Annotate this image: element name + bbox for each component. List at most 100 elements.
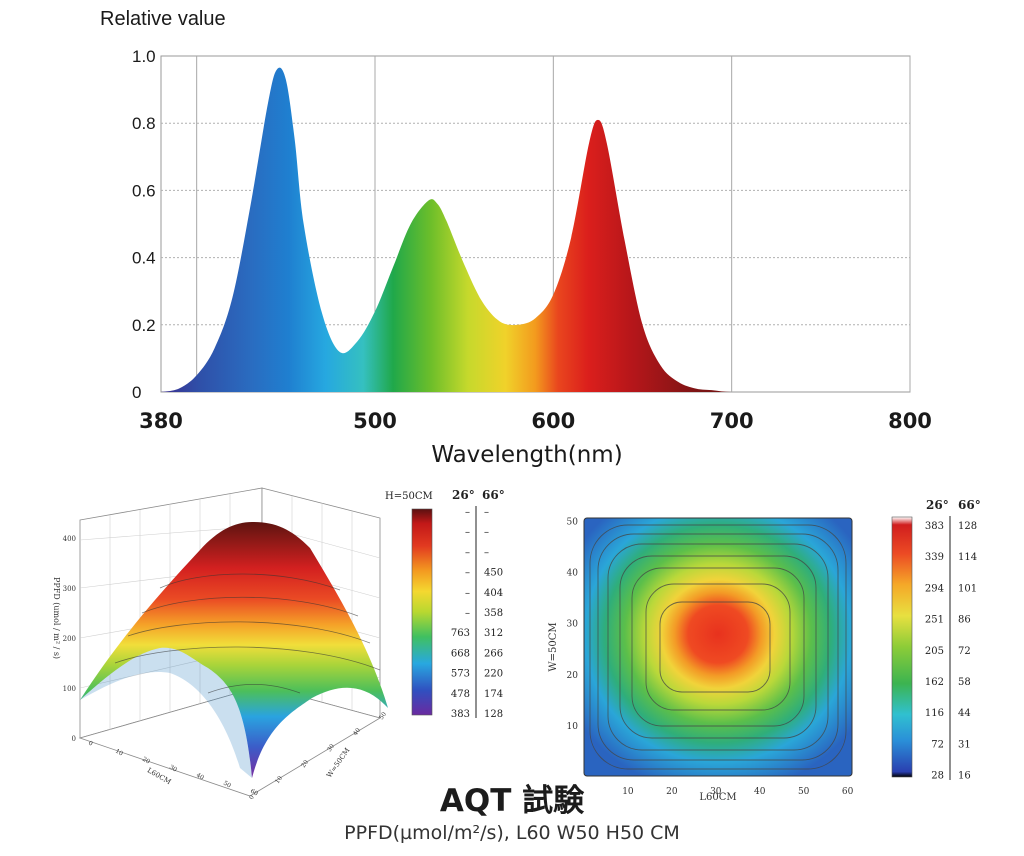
y-tick-label-0: 10 <box>567 722 579 732</box>
surface-front-shadow <box>80 647 252 778</box>
x-tick-label-4: 800 <box>888 409 932 433</box>
legend-col1-value-9: 478 <box>451 689 470 700</box>
contour-lines <box>589 524 847 770</box>
x-tick-label-2: 20 <box>141 756 151 766</box>
y-tick-label-4: 40 <box>352 727 362 737</box>
legend-col2-value-8: 16 <box>958 771 971 782</box>
legend-col2-value-9: 174 <box>484 689 503 700</box>
legend-col2-value-5: 58 <box>958 677 971 688</box>
z-tick-label-3: 300 <box>63 585 76 593</box>
legend-col1-value-1: – <box>465 527 470 538</box>
x-tick-label-1: 20 <box>666 787 678 797</box>
legend-col1-value-10: 383 <box>451 709 470 720</box>
legend-col2-value-8: 220 <box>484 669 503 680</box>
x-tick-label-0: 10 <box>622 787 634 797</box>
y-tick-label-3: 30 <box>326 743 336 753</box>
spectrum-series-area <box>161 67 910 392</box>
legend-col2-value-7: 266 <box>484 648 503 659</box>
legend-colorbar <box>891 516 913 778</box>
x-tick-label-4: 50 <box>798 787 810 797</box>
y-tick-label-1: 20 <box>567 671 579 681</box>
legend-colorbar <box>411 508 433 716</box>
z-tick-label-4: 400 <box>63 535 76 543</box>
y-tick-label-3: 0.6 <box>132 181 156 200</box>
y-tick-label-5: 50 <box>378 711 388 721</box>
legend-title: H=50CM <box>385 491 433 502</box>
legend-col2-value-10: 128 <box>484 709 503 720</box>
footer-subtitle: PPFD(µmol/m²/s), L60 W50 H50 CM <box>344 822 680 844</box>
z-tick-label-2: 200 <box>63 635 76 643</box>
x-tick-label-3: 30 <box>168 764 178 774</box>
y-tick-label-2: 20 <box>300 759 310 769</box>
y-tick-label-0: 0 <box>248 794 256 801</box>
legend-col1-value-1: 339 <box>925 552 944 563</box>
legend-col2-value-5: 358 <box>484 608 503 619</box>
legend-col2-value-7: 31 <box>958 739 971 750</box>
legend-col2-value-4: 72 <box>958 646 971 657</box>
legend-col2-value-4: 404 <box>484 588 503 599</box>
y-axis-title: Relative value <box>100 8 226 30</box>
legend-col1-value-8: 573 <box>451 669 470 680</box>
x-tick-labels: 0 10 20 30 40 50 60 <box>87 740 259 798</box>
y-tick-labels: 0 10 20 30 40 50 <box>248 711 388 801</box>
x-tick-labels: 380 500 600 700 800 <box>139 409 932 433</box>
x-tick-label-3: 40 <box>754 787 766 797</box>
legend-values: – – – – – – – 450 – 404 – 358 763 312 668 266 573 220 478 1… <box>451 507 503 720</box>
y-tick-label-1: 10 <box>274 775 284 785</box>
legend-col1-value-7: 72 <box>931 739 944 750</box>
x-tick-label-4: 40 <box>195 772 205 782</box>
x-tick-label-1: 500 <box>353 409 397 433</box>
floor <box>78 685 382 797</box>
legend-col1-value-2: – <box>465 547 470 558</box>
legend-col2-header: 66° <box>482 488 505 502</box>
legend-col1-header: 26° <box>452 488 475 502</box>
y-tick-label-3: 40 <box>567 569 579 579</box>
legend-col2-value-3: 86 <box>958 615 971 626</box>
legend-col1-value-5: 162 <box>925 677 944 688</box>
x-tick-label-1: 10 <box>114 748 124 758</box>
spectrum-chart: Relative value 0 0.2 0.4 0.6 0.8 1.0 380 500 60… <box>100 8 932 468</box>
x-tick-label-2: 600 <box>531 409 575 433</box>
y-tick-labels: 10 20 30 40 50 <box>567 518 579 732</box>
x-tick-labels: 10 20 30 40 50 60 <box>622 787 853 797</box>
legend-col2-value-2: 101 <box>958 583 977 594</box>
surface-contours <box>114 573 381 694</box>
x-tick-label-5: 60 <box>842 787 854 797</box>
y-tick-label-5: 1.0 <box>132 47 156 66</box>
legend-col1-value-0: – <box>465 507 470 518</box>
legend-col1-value-7: 668 <box>451 648 470 659</box>
legend-col2-header: 66° <box>958 500 981 512</box>
y-tick-label-2: 0.4 <box>132 249 156 268</box>
x-tick-label-2: 30 <box>710 787 722 797</box>
y-tick-label-1: 0.2 <box>132 316 156 335</box>
legend-col1-value-3: – <box>465 568 470 579</box>
legend-col1-value-4: 205 <box>925 646 944 657</box>
x-tick-label-3: 700 <box>710 409 754 433</box>
x-tick-label-6: 60 <box>249 788 259 798</box>
z-axis-title: PPFD (umol / m² / s) <box>52 577 61 659</box>
legend-col2-value-1: 114 <box>958 552 977 563</box>
x-tick-label-5: 50 <box>222 780 232 790</box>
legend-col1-value-6: 763 <box>451 628 470 639</box>
z-tick-label-0: 0 <box>72 735 76 743</box>
legend-col1-header: 26° <box>926 500 949 512</box>
y-tick-labels: 0 0.2 0.4 0.6 0.8 1.0 <box>132 47 156 402</box>
z-tick-label-1: 100 <box>63 685 76 693</box>
legend-col2-value-1: – <box>484 527 489 538</box>
legend-col2-value-0: 128 <box>958 521 977 532</box>
legend-col1-value-8: 28 <box>931 771 944 782</box>
contour-chart: 10 20 30 40 50 60 10 20 30 40 50 L60CM W=50CM 26°… <box>548 500 981 800</box>
legend-col1-value-4: – <box>465 588 470 599</box>
surface-3d-chart: 0 100 200 300 400 PPFD (umol / m² / s) 0 10 20… <box>52 487 505 801</box>
y-tick-label-4: 0.8 <box>132 114 156 133</box>
legend-col2-value-6: 312 <box>484 628 503 639</box>
legend-col1-value-3: 251 <box>925 615 944 626</box>
legend-col1-value-6: 116 <box>925 708 944 719</box>
y-tick-label-2: 30 <box>567 620 579 630</box>
surface-dome <box>80 522 388 778</box>
x-axis-title: L60CM <box>699 792 736 800</box>
legend-col1-value-0: 383 <box>925 521 944 532</box>
legend-col2-value-6: 44 <box>958 708 971 719</box>
x-axis-title: Wavelength(nm) <box>431 442 622 468</box>
x-tick-label-0: 380 <box>139 409 183 433</box>
